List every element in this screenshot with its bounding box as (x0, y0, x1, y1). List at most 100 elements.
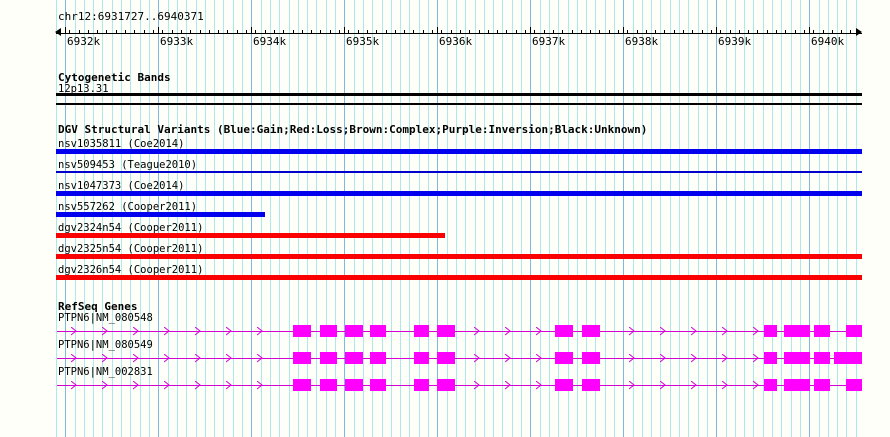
strand-arrow-icon (691, 381, 697, 390)
exon-block[interactable] (784, 325, 810, 337)
gridline (530, 0, 531, 437)
exon-block[interactable] (555, 325, 573, 337)
ruler-tick-minor (730, 30, 731, 34)
exon-block[interactable] (846, 325, 862, 337)
exon-block[interactable] (814, 325, 830, 337)
exon-block[interactable] (370, 325, 386, 337)
exon-block[interactable] (370, 352, 386, 364)
exon-block[interactable] (320, 352, 337, 364)
exon-block[interactable] (582, 325, 600, 337)
exon-block[interactable] (414, 352, 429, 364)
strand-arrow-icon (226, 381, 232, 390)
dgv-variant-label[interactable]: nsv1047373 (Coe2014) (58, 180, 185, 192)
gridline (540, 0, 541, 437)
dgv-variant-label[interactable]: dgv2324n54 (Cooper2011) (58, 222, 204, 234)
dgv-variant-bar[interactable] (56, 254, 862, 259)
strand-arrow-icon (505, 327, 511, 336)
gridline (753, 0, 754, 437)
exon-block[interactable] (764, 352, 777, 364)
ruler-tick-minor (348, 30, 349, 34)
exon-block[interactable] (345, 352, 363, 364)
exon-block[interactable] (293, 325, 311, 337)
dgv-variant-bar[interactable] (56, 233, 445, 238)
gridline (856, 0, 857, 437)
exon-block[interactable] (834, 352, 862, 364)
gridline (168, 0, 169, 437)
ruler-tick-minor (599, 30, 600, 34)
dgv-variant-bar[interactable] (56, 149, 862, 154)
ruler-tick-minor (553, 30, 554, 34)
exon-block[interactable] (555, 352, 573, 364)
ruler-tick-minor (441, 30, 442, 34)
strand-arrow-icon (257, 327, 263, 336)
ruler-tick-label: 6939k (718, 35, 752, 48)
exon-block[interactable] (437, 325, 455, 337)
dgv-variant-bar[interactable] (56, 212, 265, 217)
exon-block[interactable] (846, 379, 862, 391)
exon-block[interactable] (784, 352, 810, 364)
dgv-variant-bar[interactable] (56, 191, 862, 196)
dgv-variant-label[interactable]: dgv2325n54 (Cooper2011) (58, 243, 204, 255)
strand-arrow-icon (474, 327, 480, 336)
dgv-variant-bar[interactable] (56, 275, 862, 280)
exon-block[interactable] (814, 352, 830, 364)
dgv-variant-bar[interactable] (56, 171, 862, 173)
cytoband-label: 12p13.31 (58, 83, 109, 95)
ruler-tick-minor (283, 30, 284, 34)
gridline (437, 0, 438, 437)
dgv-variant-label[interactable]: dgv2326n54 (Cooper2011) (58, 264, 204, 276)
exon-block[interactable] (814, 379, 830, 391)
exon-block[interactable] (414, 325, 429, 337)
dgv-variant-label[interactable]: nsv1035811 (Coe2014) (58, 138, 185, 150)
ruler-tick-minor (330, 30, 331, 34)
strand-arrow-icon (257, 381, 263, 390)
refseq-gene-label[interactable]: PTPN6|NM_080549 (58, 339, 153, 351)
exon-block[interactable] (784, 379, 810, 391)
strand-arrow-icon (102, 327, 108, 336)
strand-arrow-icon (505, 354, 511, 363)
exon-block[interactable] (437, 379, 455, 391)
ruler-tick-minor (386, 30, 387, 34)
intron-line (57, 358, 862, 359)
cytoband-bar[interactable] (56, 93, 862, 96)
strand-arrow-icon (164, 327, 170, 336)
exon-block[interactable] (320, 379, 337, 391)
ruler-tick-minor (674, 30, 675, 34)
exon-block[interactable] (555, 379, 573, 391)
exon-block[interactable] (370, 379, 386, 391)
ruler-tick-minor (302, 30, 303, 34)
ruler-tick-minor (748, 30, 749, 34)
ruler-tick-minor (841, 30, 842, 34)
ruler-tick-minor (850, 30, 851, 34)
exon-block[interactable] (293, 352, 311, 364)
dgv-variant-label[interactable]: nsv557262 (Cooper2011) (58, 201, 198, 213)
exon-block[interactable] (582, 352, 600, 364)
ruler-tick-label: 6935k (346, 35, 380, 48)
exon-block[interactable] (437, 352, 455, 364)
exon-block[interactable] (345, 325, 363, 337)
strand-arrow-icon (474, 354, 480, 363)
exon-block[interactable] (764, 325, 777, 337)
gridline (744, 0, 745, 437)
strand-arrow-icon (629, 381, 635, 390)
refseq-gene-label[interactable]: PTPN6|NM_080548 (58, 312, 153, 324)
ruler-tick-minor (525, 30, 526, 34)
gridline (102, 0, 103, 437)
exon-block[interactable] (582, 379, 600, 391)
ruler-tick-minor (506, 30, 507, 34)
exon-block[interactable] (293, 379, 311, 391)
ruler-tick-minor (767, 30, 768, 34)
dgv-variant-label[interactable]: nsv509453 (Teague2010) (58, 159, 198, 171)
ruler-tick-minor (404, 30, 405, 34)
strand-arrow-icon (474, 381, 480, 390)
exon-block[interactable] (345, 379, 363, 391)
refseq-gene-label[interactable]: PTPN6|NM_002831 (58, 366, 153, 378)
exon-block[interactable] (764, 379, 777, 391)
exon-block[interactable] (414, 379, 429, 391)
strand-arrow-icon (195, 327, 201, 336)
exon-block[interactable] (320, 325, 337, 337)
strand-arrow-icon (164, 381, 170, 390)
strand-arrow-icon (536, 381, 542, 390)
ruler-axis-line (56, 33, 862, 34)
